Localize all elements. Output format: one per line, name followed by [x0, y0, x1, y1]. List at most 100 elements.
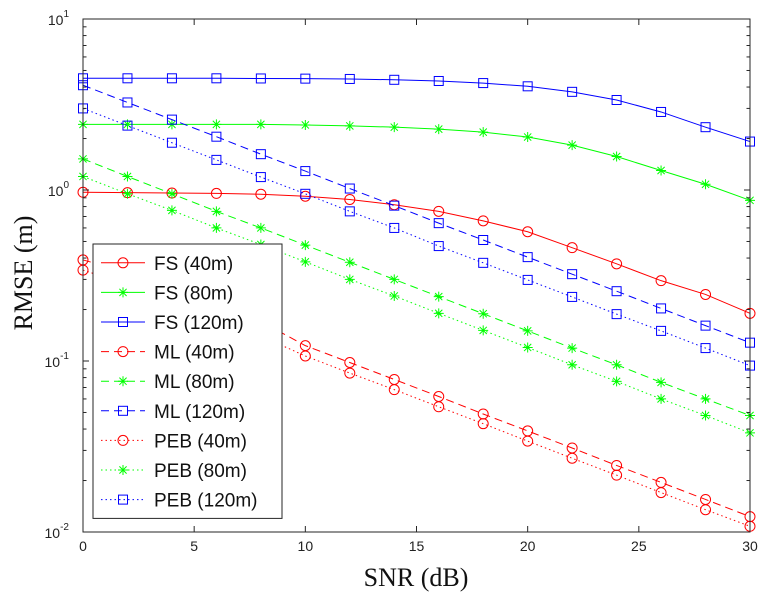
point-ml-120m-10: [522, 252, 533, 263]
point-peb-80m-12: [611, 376, 622, 387]
point-ml-80m-2: [166, 188, 177, 199]
legend-label-ml-80m: ML (80m): [154, 372, 235, 393]
series-ml-80m: [78, 153, 755, 421]
point-ml-120m-1: [122, 97, 133, 108]
point-peb-80m-3: [211, 222, 222, 233]
point-fs-40m-3: [210, 187, 222, 199]
point-fs-80m-8: [433, 124, 444, 135]
legend-marker-ml-80m: [118, 376, 128, 387]
legend-marker-peb-120m: [118, 494, 128, 505]
point-fs-80m-13: [656, 165, 667, 176]
point-ml-80m-14: [700, 393, 711, 404]
y-tick-exponent-3: 1: [63, 9, 69, 20]
point-fs-40m-12: [611, 258, 623, 270]
point-peb-120m-11: [567, 291, 578, 302]
point-peb-120m-14: [700, 343, 711, 354]
y-tick-exponent-0: -2: [60, 522, 69, 533]
point-ml-120m-8: [433, 218, 444, 229]
point-fs-40m-13: [655, 275, 667, 287]
point-ml-80m-10: [522, 325, 533, 336]
y-tick-exponent-1: -1: [60, 351, 69, 362]
point-fs-80m-10: [522, 132, 533, 143]
y-axis-title: RMSE (m): [9, 216, 38, 331]
legend-label-ml-120m: ML (120m): [154, 402, 245, 423]
point-peb-40m-9: [477, 418, 489, 430]
legend-item-peb-40m: PEB (40m): [101, 431, 247, 452]
point-fs-120m-1: [122, 73, 133, 84]
point-fs-120m-2: [166, 73, 177, 84]
x-axis-title: SNR (dB): [364, 563, 469, 592]
series-line-fs-120m: [83, 77, 751, 143]
point-ml-120m-12: [611, 286, 622, 297]
point-peb-40m-14: [700, 504, 712, 516]
point-peb-120m-1: [122, 120, 133, 131]
point-peb-80m-5: [300, 256, 311, 267]
point-fs-120m-3: [211, 73, 222, 84]
legend-item-ml-40m: ML (40m): [101, 343, 235, 364]
legend-marker-ml-40m: [117, 346, 129, 358]
point-ml-120m-7: [389, 200, 400, 211]
series-line-fs-40m: [82, 191, 751, 314]
y-tick-exponent-2: 0: [63, 180, 69, 191]
y-tick-label-2: 100: [48, 180, 70, 199]
point-fs-120m-13: [656, 106, 667, 117]
point-fs-40m-9: [477, 215, 489, 227]
series-ml-120m: [78, 80, 755, 348]
legend-label-peb-80m: PEB (80m): [154, 461, 247, 482]
series-line-ml-80m: [82, 158, 751, 416]
point-ml-80m-1: [122, 171, 133, 182]
point-fs-40m-10: [522, 226, 534, 238]
point-peb-120m-2: [166, 137, 177, 148]
point-fs-40m-14: [700, 288, 712, 300]
point-ml-80m-3: [211, 206, 222, 217]
point-fs-80m-4: [255, 119, 266, 130]
point-peb-120m-3: [211, 154, 222, 165]
point-ml-80m-9: [478, 308, 489, 319]
legend-label-fs-120m: FS (120m): [154, 313, 244, 334]
legend-label-peb-40m: PEB (40m): [154, 431, 247, 452]
point-fs-120m-6: [344, 73, 355, 84]
point-ml-120m-3: [211, 131, 222, 142]
x-tick-label-25: 25: [631, 538, 647, 554]
point-fs-40m-8: [433, 205, 445, 217]
point-ml-80m-8: [433, 291, 444, 302]
point-peb-80m-9: [478, 325, 489, 336]
y-tick-label-3: 101: [48, 9, 70, 28]
point-fs-120m-7: [389, 74, 400, 85]
point-peb-40m-12: [611, 469, 623, 481]
x-tick-label-15: 15: [409, 538, 425, 554]
point-fs-80m-11: [567, 140, 578, 151]
point-fs-80m-5: [300, 119, 311, 130]
legend-label-fs-80m: FS (80m): [154, 283, 233, 304]
point-ml-80m-5: [300, 240, 311, 251]
point-ml-40m-6: [344, 357, 356, 369]
point-peb-120m-13: [656, 325, 667, 336]
legend-label-fs-40m: FS (40m): [154, 254, 233, 275]
point-peb-80m-11: [567, 359, 578, 370]
series-line-fs-80m: [83, 123, 751, 201]
legend-marker-ml-120m: [118, 405, 128, 416]
y-tick-label-1: 10-1: [45, 351, 70, 370]
x-tick-label-5: 5: [190, 538, 198, 554]
point-fs-120m-11: [567, 86, 578, 97]
point-peb-40m-5: [299, 350, 311, 362]
legend-label-peb-120m: PEB (120m): [154, 491, 257, 512]
point-peb-40m-6: [344, 367, 356, 379]
point-fs-120m-9: [478, 78, 489, 89]
x-tick-label-30: 30: [742, 538, 758, 554]
series-line-ml-120m: [82, 84, 751, 344]
point-peb-40m-13: [655, 487, 667, 499]
point-ml-120m-13: [656, 303, 667, 314]
point-peb-80m-8: [433, 308, 444, 319]
point-peb-80m-2: [166, 205, 177, 216]
legend-item-ml-120m: ML (120m): [101, 402, 245, 423]
point-peb-80m-1: [122, 188, 133, 199]
point-ml-120m-14: [700, 320, 711, 331]
point-ml-80m-7: [389, 274, 400, 285]
point-peb-120m-10: [522, 274, 533, 285]
point-ml-120m-11: [567, 269, 578, 280]
legend-label-ml-40m: ML (40m): [154, 343, 235, 364]
point-fs-80m-6: [344, 120, 355, 131]
point-fs-80m-1: [122, 119, 133, 130]
